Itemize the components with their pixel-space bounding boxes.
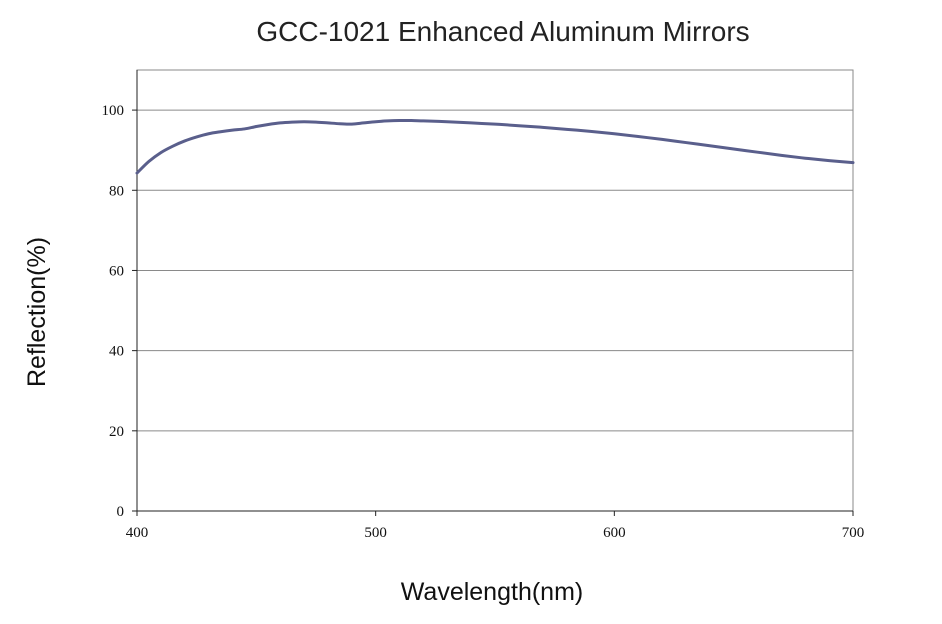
x-axis-label: Wavelength(nm) xyxy=(401,578,583,606)
plot-area-frame xyxy=(136,69,854,512)
y-axis-ticks: 0 20 40 60 80 100 xyxy=(102,103,137,520)
series-line-0 xyxy=(135,118,855,175)
series-group xyxy=(135,118,855,175)
y-axis-label: Reflection(%) xyxy=(23,237,51,387)
x-tick-label-600: 600 xyxy=(603,525,626,541)
grid-lines xyxy=(137,109,853,432)
x-tick-label-700: 700 xyxy=(842,525,865,541)
y-tick-label-100: 100 xyxy=(102,103,125,119)
x-axis-ticks: 400 500 600 700 xyxy=(126,511,865,541)
y-tick-label-0: 0 xyxy=(117,504,125,520)
x-tick-label-500: 500 xyxy=(364,525,387,541)
y-tick-label-20: 20 xyxy=(109,424,124,440)
y-tick-label-80: 80 xyxy=(109,183,124,199)
y-tick-label-40: 40 xyxy=(109,344,124,360)
x-tick-label-400: 400 xyxy=(126,525,149,541)
y-tick-label-60: 60 xyxy=(109,263,124,279)
chart-title: GCC-1021 Enhanced Aluminum Mirrors xyxy=(256,16,749,47)
